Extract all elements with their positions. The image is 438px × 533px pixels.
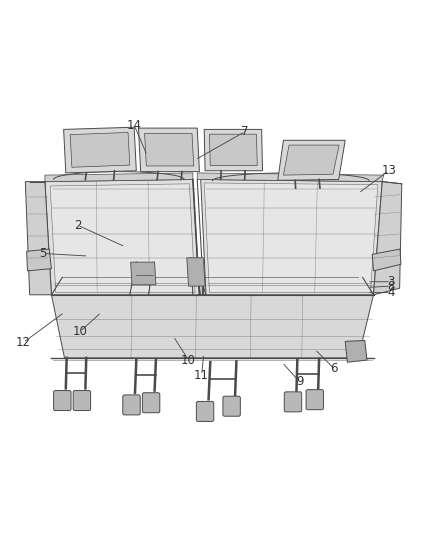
- Polygon shape: [209, 134, 257, 166]
- FancyBboxPatch shape: [223, 396, 240, 416]
- Polygon shape: [201, 277, 374, 295]
- Text: 5: 5: [39, 247, 46, 260]
- Text: 3: 3: [387, 275, 395, 288]
- FancyBboxPatch shape: [306, 390, 323, 410]
- Polygon shape: [278, 140, 345, 180]
- Polygon shape: [51, 277, 374, 295]
- Polygon shape: [51, 277, 199, 295]
- Polygon shape: [201, 180, 382, 295]
- Polygon shape: [204, 183, 378, 293]
- Text: 13: 13: [381, 164, 396, 177]
- FancyBboxPatch shape: [53, 391, 71, 410]
- FancyBboxPatch shape: [284, 392, 302, 412]
- Polygon shape: [187, 258, 205, 286]
- FancyBboxPatch shape: [142, 393, 160, 413]
- Text: 10: 10: [72, 325, 87, 338]
- Polygon shape: [131, 262, 156, 285]
- FancyBboxPatch shape: [73, 391, 91, 410]
- Text: 10: 10: [181, 353, 196, 367]
- Text: 4: 4: [387, 286, 395, 299]
- Polygon shape: [51, 295, 374, 358]
- Polygon shape: [372, 249, 401, 271]
- Text: 9: 9: [296, 375, 303, 389]
- Text: 14: 14: [127, 118, 141, 132]
- Polygon shape: [50, 184, 195, 293]
- Text: 12: 12: [16, 336, 31, 349]
- Text: 11: 11: [194, 369, 209, 382]
- Polygon shape: [204, 130, 262, 171]
- Text: 7: 7: [241, 125, 249, 138]
- Text: 8: 8: [387, 280, 395, 293]
- Polygon shape: [197, 173, 384, 182]
- Polygon shape: [345, 341, 367, 362]
- Polygon shape: [27, 249, 51, 271]
- Polygon shape: [138, 128, 199, 172]
- Polygon shape: [70, 133, 130, 167]
- Text: 6: 6: [331, 362, 338, 375]
- Polygon shape: [283, 145, 339, 175]
- Text: 2: 2: [74, 219, 81, 232]
- Polygon shape: [374, 182, 402, 295]
- Polygon shape: [45, 173, 193, 182]
- Polygon shape: [45, 180, 199, 295]
- FancyBboxPatch shape: [123, 395, 140, 415]
- Polygon shape: [64, 127, 136, 173]
- FancyBboxPatch shape: [196, 401, 214, 422]
- Polygon shape: [145, 133, 194, 166]
- Polygon shape: [25, 182, 51, 295]
